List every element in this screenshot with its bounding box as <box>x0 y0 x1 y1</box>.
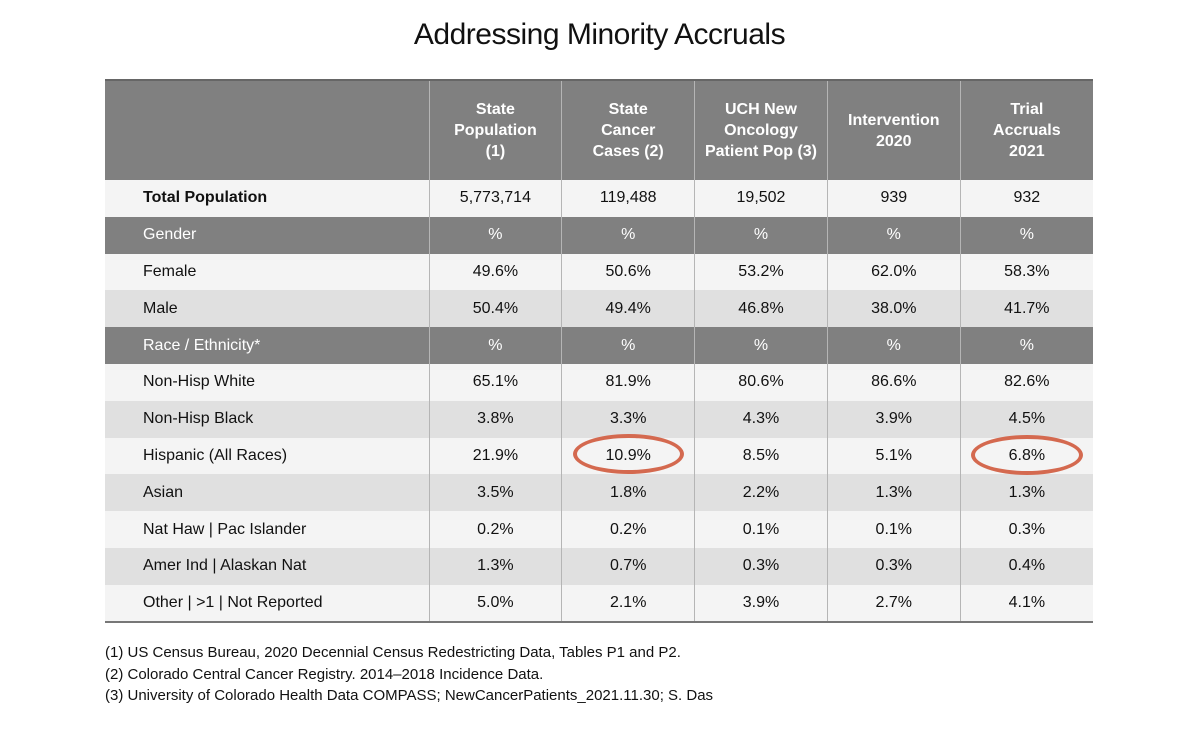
footnote: (3) University of Colorado Health Data C… <box>105 687 714 704</box>
table-cell: 50.4% <box>428 290 562 328</box>
table-cell: 0.1% <box>694 511 828 548</box>
table-cell: 49.6% <box>428 253 562 291</box>
table-cell: 5.1% <box>826 437 961 475</box>
table-cell: 80.6% <box>694 363 828 401</box>
table-row: Non-Hisp White 65.1% 81.9% 80.6% 86.6% 82.6% <box>105 363 1093 401</box>
table-row: Male 50.4% 49.4% 46.8% 38.0% 41.7% <box>105 290 1093 328</box>
row-label: Gender <box>143 226 197 244</box>
table-cell: 1.3% <box>959 474 1093 512</box>
table-cell: 939 <box>826 180 961 217</box>
table-cell: 3.9% <box>826 400 961 438</box>
table-cell: 0.2% <box>428 511 562 548</box>
table-cell: 53.2% <box>694 253 828 291</box>
table-cell: 2.2% <box>694 474 828 512</box>
table-cell: % <box>428 327 562 364</box>
table-cell: 1.3% <box>826 474 961 512</box>
row-label: Non-Hisp White <box>143 373 256 391</box>
table-cell: % <box>428 216 562 254</box>
table-cell: 932 <box>959 180 1093 217</box>
table-cell: 41.7% <box>959 290 1093 328</box>
table-cell: 21.9% <box>428 437 562 475</box>
table-cell: % <box>694 216 828 254</box>
row-label: Female <box>143 262 197 280</box>
column-header: Trial Accruals 2021 <box>959 80 1093 180</box>
table-cell: 4.3% <box>694 400 828 438</box>
title: Addressing Minority Accruals <box>413 18 786 51</box>
table-row: Nat Haw | Pac Islander 0.2% 0.2% 0.1% 0.1% 0.… <box>105 511 1093 548</box>
table-row: Other | >1 | Not Reported 5.0% 2.1% 3.9% 2.7… <box>105 584 1093 622</box>
accrual-table: State Population (1) State Cancer Cases (… <box>105 79 1093 623</box>
table-cell: 4.5% <box>959 400 1093 438</box>
table-row: Total Population 5,773,714 119,488 19,502 93… <box>105 180 1093 217</box>
table-cell: % <box>694 327 828 364</box>
row-label: Asian <box>143 483 184 501</box>
footnote: (2) Colorado Central Cancer Registry. 20… <box>105 665 544 683</box>
header-row: State Population (1) State Cancer Cases (… <box>105 80 1093 180</box>
table-row: Non-Hisp Black 3.8% 3.3% 4.3% 3.9% 4.5% <box>105 400 1093 438</box>
row-label: Non-Hisp Black <box>143 410 254 428</box>
table-cell: % <box>826 216 961 254</box>
footnotes: (1) US Census Bureau, 2020 Decennial Cen… <box>105 642 713 707</box>
table-cell: 81.9% <box>561 363 695 401</box>
table-cell: 3.5% <box>428 474 562 512</box>
table-cell: 86.6% <box>826 363 961 401</box>
table-cell: % <box>959 327 1093 364</box>
table-cell: 62.0% <box>826 253 961 291</box>
table-cell: % <box>561 216 695 254</box>
table-cell: 49.4% <box>561 290 695 328</box>
table-cell: 5.0% <box>428 584 562 622</box>
row-label: Amer Ind | Alaskan Nat <box>143 557 307 575</box>
table-cell: 0.3% <box>826 547 961 585</box>
table-row: Gender%%%%% <box>105 216 1093 254</box>
header-blank <box>105 80 429 180</box>
column-header: UCH New Oncology Patient Pop (3) <box>694 80 828 180</box>
table-cell: 0.2% <box>561 511 695 548</box>
table-cell: 119,488 <box>561 180 695 217</box>
table-cell: 46.8% <box>694 290 828 328</box>
table-row: Female 49.6% 50.6% 53.2% 62.0% 58.3% <box>105 253 1093 291</box>
row-label: Male <box>143 299 178 317</box>
footnote: (1) US Census Bureau, 2020 Decennial Cen… <box>105 644 681 661</box>
table-cell: 3.8% <box>428 400 562 438</box>
table-cell: 0.3% <box>959 511 1093 548</box>
table-cell: 0.3% <box>694 547 828 585</box>
table-cell: 4.1% <box>959 584 1093 622</box>
table-cell: 0.1% <box>826 511 961 548</box>
table-cell: 1.8% <box>561 474 695 512</box>
highlight-circle <box>971 435 1083 475</box>
table-cell: 1.3% <box>428 547 562 585</box>
table-cell: 0.4% <box>959 547 1093 585</box>
table-cell: % <box>959 216 1093 254</box>
row-label: Total Population <box>143 189 268 207</box>
table-cell: 65.1% <box>428 363 562 401</box>
table-cell: 82.6% <box>959 363 1093 401</box>
table-row: Asian 3.5% 1.8% 2.2% 1.3% 1.3% <box>105 474 1093 512</box>
table-cell: % <box>826 327 961 364</box>
table-cell: 38.0% <box>826 290 961 328</box>
highlight-circle <box>573 434 684 474</box>
table-cell: 3.3% <box>561 400 695 438</box>
column-header: State Cancer Cases (2) <box>561 80 695 180</box>
table-cell: % <box>561 327 695 364</box>
table-cell: 5,773,714 <box>428 180 562 217</box>
table-row: Race / Ethnicity*%%%%% <box>105 327 1093 364</box>
table-cell: 3.9% <box>694 584 828 622</box>
table-cell: 58.3% <box>959 253 1093 291</box>
table-cell: 2.7% <box>826 584 961 622</box>
row-label: Race / Ethnicity* <box>143 336 261 354</box>
row-label: Nat Haw | Pac Islander <box>143 520 307 538</box>
table-cell: 8.5% <box>694 437 828 475</box>
row-label: Hispanic (All Races) <box>143 446 288 464</box>
table-cell: 19,502 <box>694 180 828 217</box>
table-cell: 0.7% <box>561 547 695 585</box>
table-row: Amer Ind | Alaskan Nat 1.3% 0.7% 0.3% 0.3% 0.… <box>105 547 1093 585</box>
table-cell: 50.6% <box>561 253 695 291</box>
row-label: Other | >1 | Not Reported <box>143 593 323 611</box>
column-header: Intervention 2020 <box>826 80 961 180</box>
column-header: State Population (1) <box>428 80 562 180</box>
table-cell: 2.1% <box>561 584 695 622</box>
